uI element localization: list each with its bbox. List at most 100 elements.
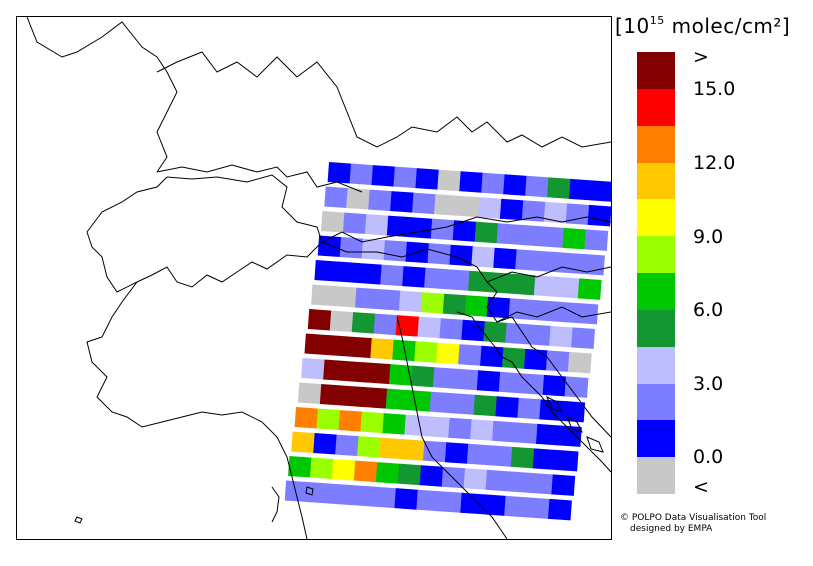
swath-pixel <box>364 214 389 236</box>
border-germany-north <box>156 51 611 148</box>
credit-line-1: © POLPO Data Visualisation Tool <box>620 513 767 523</box>
swath-pixel <box>468 270 492 293</box>
swath-pixel <box>489 272 514 294</box>
swath-pixel <box>577 278 602 300</box>
swath-pixel <box>371 165 396 187</box>
swath-pixel <box>416 489 441 512</box>
swath-pixel <box>412 192 436 215</box>
swath-pixel <box>496 223 521 245</box>
swath-pixel <box>385 388 410 411</box>
swath-pixel <box>415 168 440 190</box>
swath-pixel <box>439 318 464 340</box>
map-canvas <box>26 17 611 539</box>
colorbar-label-over: > <box>693 46 709 68</box>
swath-pixel <box>471 246 496 268</box>
swath-pixel <box>333 286 357 308</box>
swath-pixel <box>555 276 580 299</box>
swath-pixel <box>557 425 582 447</box>
swath-pixel <box>448 417 473 440</box>
swath-pixel <box>438 491 463 513</box>
map-panel <box>16 16 612 540</box>
swath-pixel <box>459 171 484 193</box>
swath-pixel <box>463 468 488 490</box>
swath-pixel <box>551 474 576 496</box>
swath-pixel <box>348 336 373 359</box>
swath-pixel <box>419 465 444 487</box>
swath-pixel <box>368 189 393 212</box>
swath-pixel <box>309 457 334 480</box>
swath-pixel <box>521 200 546 222</box>
colorbar-label-12: 12.0 <box>693 152 736 174</box>
swath-pixel <box>473 394 498 417</box>
swath-pixel <box>297 382 322 405</box>
swath-pixel <box>511 273 536 296</box>
swath-pixel <box>349 163 374 186</box>
swath-pixel <box>339 237 364 259</box>
swath-pixel <box>527 324 552 346</box>
swath-pixel <box>407 390 432 412</box>
swath-row <box>291 431 579 472</box>
colorbar-label-6: 6.0 <box>693 299 724 321</box>
swath-pixel <box>342 212 367 235</box>
swath-pixel <box>393 166 418 189</box>
swath-pixel <box>466 443 491 466</box>
border-france-north <box>26 17 178 173</box>
swath-pixel <box>476 370 501 392</box>
swath-pixel <box>321 211 345 233</box>
swath-row <box>311 284 599 325</box>
swath-pixel <box>388 364 413 386</box>
swath-pixel <box>530 299 555 322</box>
swath-pixel <box>507 471 532 493</box>
swath-row <box>307 309 596 349</box>
swath-pixel <box>316 408 341 431</box>
swath-pixel <box>338 410 363 432</box>
swath-pixel <box>436 342 461 365</box>
swath-pixel <box>314 260 339 282</box>
swath-pixel <box>520 373 545 395</box>
border-austria <box>321 216 611 243</box>
swath-pixel <box>306 482 331 504</box>
swath-pixel <box>503 174 528 196</box>
colorbar-segment <box>637 346 675 384</box>
swath-pixel <box>294 407 319 429</box>
swath-pixel <box>331 459 356 481</box>
swath-pixel <box>398 290 423 313</box>
swath-pixel <box>288 456 312 478</box>
swath-pixel <box>401 439 425 461</box>
swath-pixel <box>390 191 414 213</box>
swath-pixel <box>480 345 504 368</box>
swath-pixel <box>518 224 543 247</box>
swath-pixel <box>373 313 398 336</box>
coast-corsica <box>271 486 280 523</box>
colorbar-segment <box>637 236 675 274</box>
swath-pixel <box>350 485 375 507</box>
swath-row <box>284 480 572 521</box>
swath-pixel <box>291 431 316 454</box>
swath-pixel <box>386 215 411 238</box>
swath-pixel <box>495 396 520 418</box>
swath-row <box>301 358 589 398</box>
swath-pixel <box>460 492 485 515</box>
swath-pixel <box>485 469 510 492</box>
island-small <box>74 516 83 524</box>
border-switzerland <box>86 174 323 293</box>
swath-pixel <box>477 197 502 219</box>
swath-pixel <box>442 293 467 316</box>
swath-pixel <box>414 341 439 363</box>
swath-pixel <box>335 434 360 457</box>
colorbar-label-under: < <box>693 476 709 498</box>
swath-pixel <box>430 218 455 241</box>
swath-pixel <box>474 221 499 244</box>
unit-prefix: [10 <box>615 14 650 38</box>
swath-pixel <box>542 374 567 397</box>
swath-pixel <box>483 321 508 343</box>
swath-pixel <box>311 284 335 307</box>
coast-dalmatia <box>511 361 611 473</box>
swath-pixel <box>437 169 462 192</box>
swath-pixel <box>376 289 401 311</box>
swath-pixel <box>301 358 326 380</box>
colorbar-segment <box>637 125 675 163</box>
swath-pixel <box>420 292 445 314</box>
swath-pixel <box>587 204 611 227</box>
swath-row <box>321 211 609 251</box>
